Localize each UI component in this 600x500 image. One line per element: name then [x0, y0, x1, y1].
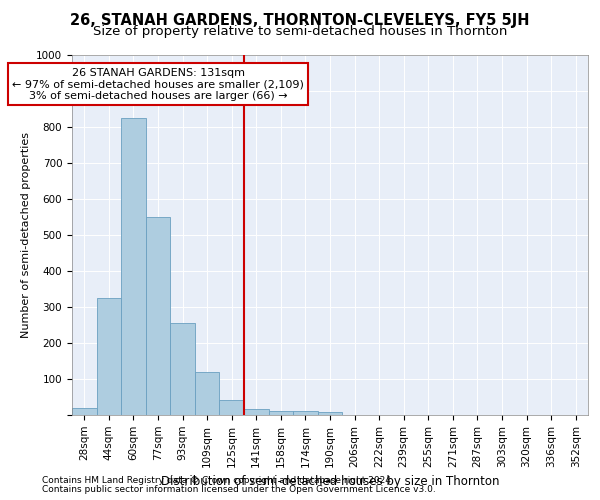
- Bar: [220, 400, 244, 415]
- Bar: [318, 412, 342, 415]
- Bar: [121, 118, 146, 415]
- Bar: [244, 409, 269, 415]
- Bar: [195, 372, 220, 415]
- Bar: [293, 412, 318, 415]
- Text: 26 STANAH GARDENS: 131sqm
← 97% of semi-detached houses are smaller (2,109)
3% o: 26 STANAH GARDENS: 131sqm ← 97% of semi-…: [12, 68, 304, 101]
- Bar: [97, 298, 121, 415]
- Bar: [146, 217, 170, 415]
- Text: Contains HM Land Registry data © Crown copyright and database right 2024.: Contains HM Land Registry data © Crown c…: [42, 476, 394, 485]
- Text: Size of property relative to semi-detached houses in Thornton: Size of property relative to semi-detach…: [93, 25, 507, 38]
- Bar: [72, 408, 97, 415]
- Text: 26, STANAH GARDENS, THORNTON-CLEVELEYS, FY5 5JH: 26, STANAH GARDENS, THORNTON-CLEVELEYS, …: [70, 12, 530, 28]
- Text: Contains public sector information licensed under the Open Government Licence v3: Contains public sector information licen…: [42, 485, 436, 494]
- Bar: [269, 412, 293, 415]
- Bar: [170, 323, 195, 415]
- Y-axis label: Number of semi-detached properties: Number of semi-detached properties: [20, 132, 31, 338]
- X-axis label: Distribution of semi-detached houses by size in Thornton: Distribution of semi-detached houses by …: [161, 475, 499, 488]
